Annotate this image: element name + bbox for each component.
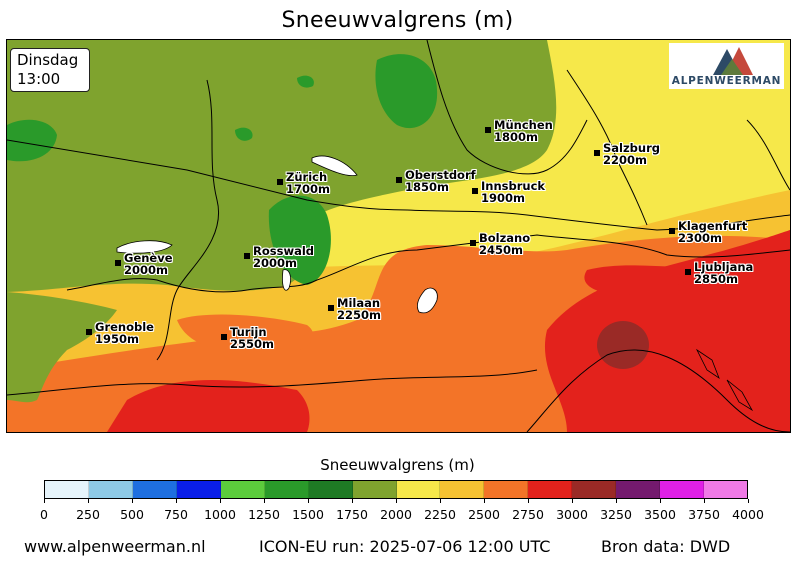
colorbar-segment: [308, 481, 353, 498]
colorbar-tick: [351, 499, 353, 503]
snowline-map: [6, 39, 791, 433]
colorbar-segment: [704, 481, 747, 498]
colorbar-tick: [527, 499, 529, 503]
colorbar-segment: [528, 481, 573, 498]
colorbar-tick: [87, 499, 89, 503]
colorbar-tick: [43, 499, 45, 503]
colorbar-tick-label: 1750: [336, 507, 368, 522]
colorbar-tick-label: 3500: [644, 507, 676, 522]
city-label: Oberstdorf 1850m: [396, 169, 476, 193]
colorbar-tick-label: 1000: [204, 507, 236, 522]
colorbar-tick-label: 1250: [248, 507, 280, 522]
city-label: Rosswald 2000m: [244, 245, 314, 269]
footer-run: ICON-EU run: 2025-07-06 12:00 UTC: [259, 537, 551, 556]
city-label: Klagenfurt 2300m: [669, 220, 747, 244]
colorbar-tick: [659, 499, 661, 503]
colorbar-tick-label: 2000: [380, 507, 412, 522]
footer-website: www.alpenweerman.nl: [24, 537, 206, 556]
colorbar-tick-label: 250: [76, 507, 100, 522]
city-label: Turijn 2550m: [221, 326, 274, 350]
alpenweerman-logo: ALPENWEERMAN: [669, 43, 784, 89]
colorbar-title: Sneeuwvalgrens (m): [320, 456, 475, 474]
colorbar-tick: [307, 499, 309, 503]
colorbar-segment: [352, 481, 397, 498]
city-label: Bolzano 2450m: [470, 232, 530, 256]
colorbar-tick-label: 0: [40, 507, 48, 522]
colorbar-segment: [176, 481, 221, 498]
time-box-day: Dinsdag: [17, 51, 79, 69]
colorbar-tick-label: 3250: [600, 507, 632, 522]
city-label: Zürich 1700m: [277, 171, 330, 195]
colorbar-ticks: 0 250 500 750 1000 1250 1500 1750 2000 2250 2500 27…: [40, 499, 764, 522]
colorbar-tick: [615, 499, 617, 503]
city-label: Milaan 2250m: [328, 297, 381, 321]
colorbar-tick: [175, 499, 177, 503]
colorbar-segment: [132, 481, 177, 498]
colorbar-tick-label: 2250: [424, 507, 456, 522]
footer-source: Bron data: DWD: [601, 537, 731, 556]
time-box: Dinsdag 13:00: [10, 48, 90, 92]
colorbar: [44, 480, 748, 499]
city-label: Genève 2000m: [115, 252, 173, 276]
colorbar-segment: [220, 481, 265, 498]
colorbar-tick: [703, 499, 705, 503]
city-label: Ljubljana 2850m: [685, 261, 753, 285]
colorbar-segment: [45, 481, 89, 498]
colorbar-tick-label: 750: [164, 507, 188, 522]
city-label: Grenoble 1950m: [86, 321, 154, 345]
city-label: Salzburg 2200m: [594, 142, 660, 166]
colorbar-tick: [219, 499, 221, 503]
time-box-time: 13:00: [17, 70, 61, 88]
colorbar-tick-label: 500: [120, 507, 144, 522]
colorbar-tick-label: 1500: [292, 507, 324, 522]
map-canvas: [7, 40, 790, 432]
chart-title: Sneeuwvalgrens (m): [281, 8, 514, 33]
city-label: Innsbruck 1900m: [472, 180, 545, 204]
colorbar-tick-label: 2500: [468, 507, 500, 522]
colorbar-tick: [747, 499, 749, 503]
colorbar-tick: [439, 499, 441, 503]
logo-text: ALPENWEERMAN: [671, 75, 782, 87]
colorbar-tick: [395, 499, 397, 503]
colorbar-tick-label: 2750: [512, 507, 544, 522]
colorbar-tick-label: 3750: [688, 507, 720, 522]
colorbar-segment: [396, 481, 441, 498]
colorbar-segment: [440, 481, 485, 498]
colorbar-tick: [131, 499, 133, 503]
colorbar-segment: [88, 481, 133, 498]
colorbar-tick: [263, 499, 265, 503]
colorbar-tick-label: 3000: [556, 507, 588, 522]
colorbar-segment: [616, 481, 661, 498]
colorbar-tick: [571, 499, 573, 503]
logo-mountains-icon: [713, 47, 753, 75]
colorbar-segment: [572, 481, 617, 498]
colorbar-segment: [660, 481, 705, 498]
colorbar-tick: [483, 499, 485, 503]
colorbar-segment: [264, 481, 309, 498]
colorbar-segment: [484, 481, 529, 498]
city-label: München 1800m: [485, 119, 553, 143]
colorbar-tick-label: 4000: [732, 507, 764, 522]
